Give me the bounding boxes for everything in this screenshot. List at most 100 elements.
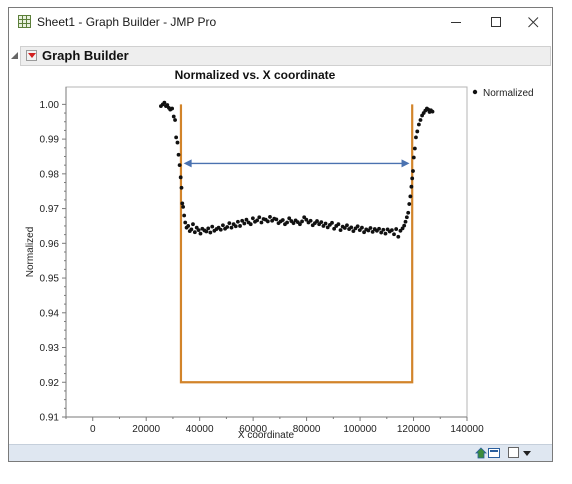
data-point (357, 228, 362, 233)
data-point (338, 228, 343, 233)
data-point (238, 224, 242, 228)
close-icon (528, 17, 539, 28)
data-point (392, 232, 396, 237)
data-point (174, 135, 179, 140)
window-list-icon[interactable] (488, 447, 500, 459)
data-point (177, 163, 182, 168)
data-point (180, 201, 185, 206)
data-point (259, 220, 264, 225)
data-point (315, 219, 319, 223)
data-point (416, 122, 421, 127)
data-point (355, 224, 360, 229)
x-tick-label: 80000 (293, 424, 321, 435)
data-point (186, 224, 191, 228)
width-arrow-annotation (183, 159, 410, 168)
data-point (250, 216, 255, 221)
x-tick-label: 100000 (343, 424, 377, 435)
legend-label: Normalized (483, 88, 534, 99)
data-point (189, 227, 194, 232)
y-axis-label: Normalized (25, 227, 36, 278)
data-point (402, 223, 407, 228)
y-tick-label: 0.95 (40, 274, 60, 285)
data-point (181, 204, 185, 209)
data-point (349, 225, 354, 230)
data-point (179, 185, 184, 190)
data-point (407, 202, 412, 206)
data-point (176, 152, 181, 157)
data-point (291, 221, 296, 226)
data-point (183, 220, 188, 225)
chart-area: Normalized vs. X coordinate 0.91 0.92 0.93… (25, 68, 534, 441)
data-point (178, 175, 183, 180)
data-table-icon (18, 15, 31, 28)
data-point (165, 103, 170, 107)
maximize-button[interactable] (477, 8, 517, 37)
data-point (240, 218, 245, 223)
x-axis-label: X coordinate (238, 430, 295, 441)
legend-marker (472, 89, 478, 95)
data-point (204, 229, 209, 234)
data-point (412, 146, 417, 151)
x-tick-label: 0 (90, 424, 96, 435)
data-point (411, 169, 415, 173)
data-point (175, 140, 180, 145)
data-point (304, 217, 309, 222)
title-bar[interactable]: Sheet1 - Graph Builder - JMP Pro (9, 8, 552, 37)
x-axis-ticks: 0 20000 40000 60000 80000 100000 120000 140000 (65, 417, 484, 435)
data-point (162, 100, 167, 105)
data-point (345, 223, 349, 228)
data-point (221, 223, 225, 228)
graph-builder-outline[interactable]: Graph Builder (11, 46, 551, 66)
y-tick-label: 1.00 (40, 100, 60, 111)
data-point (265, 219, 270, 224)
data-point (409, 184, 414, 189)
y-tick-label: 0.93 (40, 343, 60, 354)
layout-box-button[interactable] (508, 447, 519, 458)
home-icon[interactable] (475, 447, 487, 459)
data-point (394, 227, 399, 231)
data-points (159, 100, 435, 239)
data-point (383, 231, 388, 236)
data-point (403, 219, 408, 224)
minimize-button[interactable] (437, 8, 477, 37)
x-tick-label: 120000 (397, 424, 431, 435)
data-point (379, 230, 384, 235)
red-triangle-menu-button[interactable] (26, 50, 37, 61)
data-point (173, 118, 177, 122)
dropdown-arrow-icon[interactable] (522, 447, 532, 459)
outline-title: Graph Builder (42, 48, 129, 63)
data-point (268, 215, 272, 219)
y-tick-label: 0.94 (40, 308, 60, 319)
red-triangle-icon (28, 53, 36, 58)
y-tick-label: 0.99 (40, 135, 60, 146)
chart-title: Normalized vs. X coordinate (175, 68, 336, 82)
data-point (236, 219, 240, 224)
x-tick-label: 40000 (186, 424, 214, 435)
data-point (415, 129, 420, 134)
y-axis-ticks: 0.91 0.92 0.93 0.94 0.95 0.96 0.97 0.98 0.99 1.00 (40, 100, 66, 424)
data-point (242, 221, 247, 226)
data-point (244, 217, 249, 222)
data-point (332, 226, 337, 231)
data-point (368, 226, 373, 230)
data-point (330, 220, 334, 225)
maximize-icon (491, 17, 501, 27)
data-point (370, 229, 375, 234)
data-point (351, 229, 356, 234)
legend[interactable]: Normalized (472, 88, 534, 99)
data-point (233, 224, 238, 229)
disclosure-triangle-icon[interactable] (11, 52, 19, 60)
y-tick-label: 0.96 (40, 239, 60, 250)
status-bar (9, 444, 552, 461)
close-button[interactable] (514, 8, 554, 37)
y-tick-label: 0.97 (40, 204, 60, 215)
window-title: Sheet1 - Graph Builder - JMP Pro (37, 15, 217, 29)
data-point (227, 221, 232, 226)
data-point (377, 226, 381, 231)
data-point (170, 106, 175, 111)
x-tick-label: 140000 (450, 424, 484, 435)
data-point (196, 228, 201, 233)
data-point (404, 215, 409, 220)
data-point (255, 218, 260, 223)
data-point (182, 213, 187, 218)
